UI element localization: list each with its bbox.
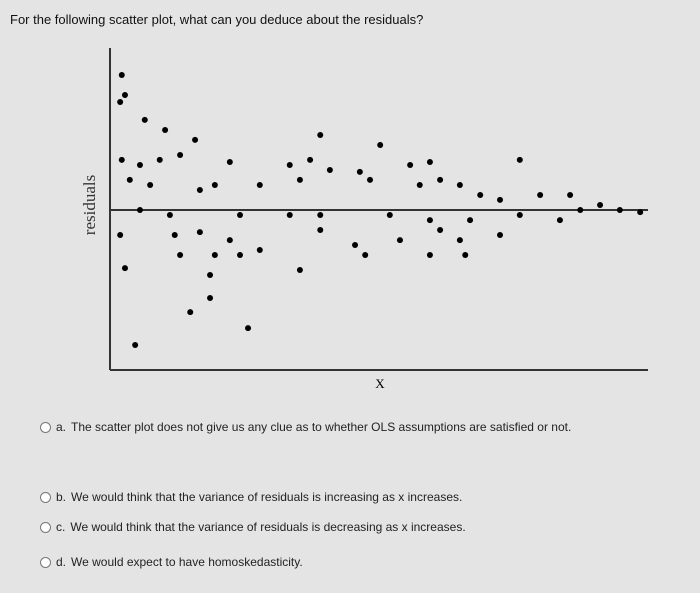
- option-letter: c.: [56, 520, 66, 534]
- point: [356, 168, 363, 175]
- chart: X residuals: [80, 48, 648, 391]
- option[interactable]: d. We would expect to have homoskedastici…: [40, 555, 303, 569]
- point: [177, 251, 184, 258]
- point: [207, 295, 214, 301]
- option-text: We would expect to have homoskedasticity…: [71, 555, 303, 569]
- point: [537, 191, 544, 198]
- point: [256, 182, 263, 189]
- point: [196, 187, 203, 193]
- point: [437, 176, 444, 183]
- point: [456, 237, 463, 244]
- point: [426, 251, 433, 258]
- option[interactable]: b. We would think that the variance of re…: [40, 490, 462, 504]
- point: [377, 142, 384, 149]
- point: [616, 207, 623, 213]
- option-text: We would think that the variance of resi…: [70, 520, 466, 534]
- point: [118, 71, 125, 78]
- point: [426, 217, 433, 224]
- radio[interactable]: [40, 556, 51, 568]
- option-letter: a.: [56, 420, 67, 434]
- point: [307, 156, 314, 163]
- point: [141, 116, 148, 123]
- point: [156, 156, 163, 163]
- point: [477, 191, 484, 198]
- point: [117, 99, 124, 105]
- point: [326, 167, 333, 173]
- point: [556, 217, 563, 224]
- point: [497, 196, 504, 203]
- point: [117, 231, 124, 238]
- point: [192, 136, 199, 143]
- point: [437, 227, 444, 233]
- point: [317, 131, 324, 138]
- point: [237, 251, 244, 258]
- point: [296, 267, 303, 273]
- point: [317, 227, 324, 233]
- radio[interactable]: [40, 521, 51, 533]
- point: [211, 251, 218, 258]
- point: [467, 217, 474, 224]
- point: [171, 231, 178, 238]
- point: [637, 209, 644, 216]
- point: [207, 271, 214, 278]
- option[interactable]: a. The scatter plot does not give us any …: [40, 420, 571, 434]
- point: [121, 265, 128, 272]
- point: [162, 127, 169, 133]
- point: [567, 191, 574, 198]
- point: [256, 247, 263, 253]
- point: [286, 162, 293, 169]
- point: [577, 207, 584, 213]
- point: [211, 182, 218, 189]
- point: [296, 176, 303, 183]
- point: [226, 159, 233, 165]
- point: [362, 251, 369, 258]
- x-axis-label: X: [375, 376, 385, 391]
- option-letter: d.: [56, 555, 67, 569]
- point: [237, 211, 244, 218]
- point: [462, 251, 469, 258]
- option-text: We would think that the variance of resi…: [71, 490, 463, 504]
- point: [132, 342, 139, 349]
- point: [136, 162, 143, 169]
- option[interactable]: c. We would think that the variance of re…: [40, 520, 466, 534]
- point: [426, 159, 433, 165]
- point: [456, 182, 463, 189]
- point: [407, 162, 414, 169]
- y-axis-label: residuals: [80, 175, 99, 235]
- point: [386, 211, 393, 218]
- radio[interactable]: [40, 491, 51, 503]
- point: [516, 156, 523, 163]
- point: [177, 151, 184, 158]
- point: [136, 207, 143, 213]
- point: [147, 182, 154, 189]
- point: [597, 202, 604, 209]
- point: [286, 211, 293, 218]
- point: [317, 211, 324, 218]
- option-letter: b.: [56, 490, 67, 504]
- point: [121, 91, 128, 98]
- point: [187, 309, 194, 316]
- point: [245, 325, 252, 332]
- point: [166, 211, 173, 218]
- point: [516, 211, 523, 218]
- option-text: The scatter plot does not give us any cl…: [71, 420, 572, 434]
- point: [416, 182, 423, 189]
- point: [396, 237, 403, 244]
- radio[interactable]: [40, 421, 51, 433]
- point: [497, 231, 504, 238]
- point: [367, 176, 374, 183]
- point: [352, 242, 359, 249]
- point: [118, 156, 125, 163]
- point: [226, 237, 233, 244]
- question: For the following scatter plot, what can…: [10, 12, 424, 27]
- point: [196, 229, 203, 236]
- point: [126, 176, 133, 183]
